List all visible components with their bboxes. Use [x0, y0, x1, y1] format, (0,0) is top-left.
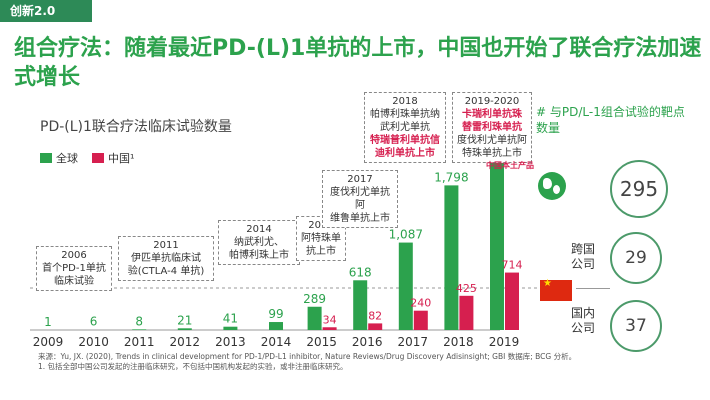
annotation-2006: 2006 首个PD-1单抗 临床试验 — [36, 246, 112, 291]
domestic-company-count: 37 — [610, 300, 662, 352]
x-tick-2018: 2018 — [443, 335, 474, 349]
legend-swatch-global — [40, 153, 52, 163]
bar-global-2019 — [490, 148, 504, 330]
bar-china-2019 — [505, 272, 519, 330]
x-tick-2014: 2014 — [261, 335, 292, 349]
bar-china-2015 — [322, 327, 337, 330]
cross-company-label: 跨国公司 — [570, 242, 595, 271]
domestic-company-label: 国内公司 — [570, 306, 595, 335]
legend-swatch-china — [92, 153, 104, 163]
label-global-2010: 6 — [90, 315, 98, 329]
chart-title: PD-(L)1联合疗法临床试验数量 — [40, 119, 232, 135]
legend-china: 中国¹ — [92, 150, 134, 166]
legend-label-global: 全球 — [56, 152, 78, 165]
x-tick-2017: 2017 — [398, 335, 429, 349]
footer: 来源：Yu, JX. (2020), Trends in clinical de… — [38, 352, 698, 372]
section-tag: 创新2.0 — [0, 0, 92, 22]
footer-note: 1. 包括全部中国公司发起的注册临床研究，不包括中国机构发起的实验，或非注册临床… — [38, 362, 348, 371]
label-global-2011: 8 — [135, 314, 143, 328]
x-tick-2013: 2013 — [215, 335, 246, 349]
bar-global-2013 — [223, 326, 238, 330]
china-flag-icon — [540, 278, 572, 301]
annotation-2014: 2014 纳武利尤、 帕博利珠上市 — [218, 220, 300, 265]
label-global-2009: 1 — [44, 315, 52, 329]
china-product-note: 中国本土产品 — [486, 161, 534, 170]
divider — [576, 288, 610, 289]
bar-global-2017 — [398, 242, 413, 330]
label-global-2012: 21 — [177, 313, 192, 327]
legend-label-china: 中国¹ — [108, 152, 135, 165]
footer-source: 来源：Yu, JX. (2020), Trends in clinical de… — [38, 352, 577, 361]
bar-china-2018 — [459, 295, 474, 330]
x-tick-2010: 2010 — [78, 335, 109, 349]
annotation-2018: 2018 帕博利珠单抗纳 武利尤单抗 特瑞普利单抗信 迪利单抗上市 — [364, 92, 446, 163]
bar-china-2016 — [368, 323, 383, 330]
chart-legend: 全球 中国¹ — [40, 150, 134, 166]
bar-china-2017 — [413, 310, 428, 330]
label-global-2018: 1,798 — [434, 170, 468, 184]
annotation-2017: 2017 度伐利尤单抗阿 维鲁单抗上市 — [322, 170, 398, 228]
legend-global: 全球 — [40, 150, 78, 166]
targets-title: # 与PD/L-1组合试验的靶点数量 — [536, 105, 685, 135]
x-tick-2012: 2012 — [170, 335, 201, 349]
label-global-2014: 99 — [268, 307, 283, 321]
label-global-2013: 41 — [223, 312, 238, 326]
label-china-2018: 425 — [456, 282, 477, 295]
bar-global-2016 — [353, 280, 368, 330]
label-global-2017: 1,087 — [389, 228, 423, 242]
label-global-2016: 618 — [349, 265, 372, 279]
bar-global-2018 — [444, 185, 459, 330]
x-tick-2011: 2011 — [124, 335, 155, 349]
bar-global-2012 — [177, 328, 192, 330]
x-tick-2016: 2016 — [352, 335, 383, 349]
label-china-2017: 240 — [410, 297, 431, 310]
label-china-2015: 34 — [323, 313, 337, 326]
page-title: 组合疗法：随着最近PD-(L)1单抗的上市，中国也开始了联合疗法加速式增长 — [14, 36, 702, 90]
label-global-2015: 289 — [303, 292, 326, 306]
x-tick-2015: 2015 — [306, 335, 337, 349]
x-tick-2009: 2009 — [33, 335, 64, 349]
label-china-2019: 714 — [502, 259, 523, 272]
x-tick-2019: 2019 — [489, 335, 520, 349]
global-target-count: 295 — [610, 160, 668, 218]
cross-company-count: 29 — [610, 232, 662, 284]
annotation-2011: 2011 伊匹单抗临床试 验(CTLA-4 单抗) — [118, 236, 214, 281]
label-china-2016: 82 — [368, 309, 382, 322]
bar-global-2011 — [132, 329, 147, 330]
annotation-2019-2020: 2019-2020 卡瑞利单抗珠 替雷利珠单抗 度伐利尤单抗阿 特珠单抗上市 — [452, 92, 532, 163]
globe-icon — [538, 172, 566, 200]
bar-global-2014 — [269, 322, 283, 330]
bar-global-2015 — [307, 306, 322, 330]
